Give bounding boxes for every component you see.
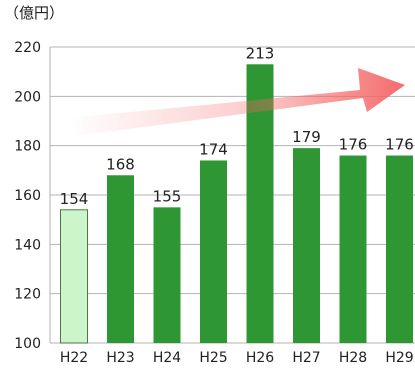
data-label-H23: 168 (106, 155, 135, 173)
y-tick-label: 100 (14, 336, 41, 352)
data-label-H28: 176 (339, 136, 368, 154)
y-tick-label: 120 (14, 287, 41, 303)
bar-H28 (339, 155, 367, 343)
data-label-H25: 174 (199, 140, 228, 158)
data-labels: 154 168 155 174 213 179 176 176 (60, 44, 414, 208)
x-tick-label-H23: H23 (106, 350, 134, 366)
x-tick-label-H24: H24 (153, 350, 181, 366)
y-tick-label: 180 (14, 139, 41, 155)
x-tick-label-H27: H27 (292, 350, 320, 366)
data-label-H27: 179 (292, 128, 321, 146)
x-axis: H22 H23 H24 H25 H26 H27 H28 H29 (60, 350, 414, 366)
x-tick-label-H22: H22 (60, 350, 88, 366)
y-tick-label: 140 (14, 237, 41, 253)
bar-H24 (153, 207, 181, 343)
x-tick-label-H26: H26 (246, 350, 274, 366)
data-label-H24: 155 (153, 187, 182, 205)
bar-H29 (386, 155, 413, 343)
bar-H27 (293, 148, 320, 343)
data-label-H29: 176 (385, 136, 414, 154)
x-tick-label-H25: H25 (199, 350, 227, 366)
trend-arrow-icon (68, 68, 405, 136)
data-label-H26: 213 (246, 44, 275, 62)
x-tick-label-H28: H28 (339, 350, 367, 366)
trend-arrow (68, 68, 405, 136)
y-tick-label: 200 (14, 89, 41, 105)
bar-H25 (200, 160, 227, 343)
x-tick-label-H29: H29 (385, 350, 413, 366)
bars (60, 64, 413, 344)
data-label-H22: 154 (60, 190, 89, 208)
y-tick-label: 160 (14, 188, 41, 204)
bar-H22 (60, 209, 88, 344)
bar-H23 (107, 175, 134, 343)
y-tick-label: 220 (14, 40, 41, 56)
y-axis: 100 120 140 160 180 200 220 (14, 40, 41, 352)
unit-label: （億円） (4, 4, 65, 22)
